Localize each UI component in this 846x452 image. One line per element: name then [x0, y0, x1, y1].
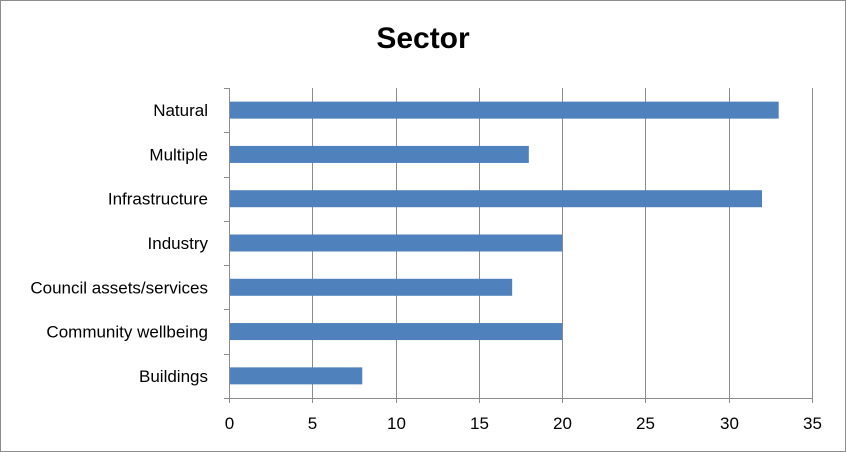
- x-tick-label-6: 30: [720, 414, 739, 433]
- category-label-1: Multiple: [149, 145, 208, 164]
- category-label-4: Council assets/services: [30, 278, 208, 297]
- category-label-3: Industry: [148, 234, 209, 253]
- x-tick-label-0: 0: [225, 414, 234, 433]
- x-tick-label-3: 15: [470, 414, 489, 433]
- bar-5: [230, 323, 563, 341]
- category-label-5: Community wellbeing: [46, 323, 208, 342]
- x-tick-label-7: 35: [803, 414, 822, 433]
- x-tick-label-5: 25: [636, 414, 655, 433]
- category-label-6: Buildings: [139, 367, 208, 386]
- bar-0: [230, 101, 779, 119]
- category-label-0: Natural: [153, 101, 208, 120]
- bar-6: [230, 367, 363, 385]
- category-label-2: Infrastructure: [108, 190, 208, 209]
- bar-3: [230, 234, 563, 252]
- x-tick-label-2: 10: [387, 414, 406, 433]
- x-tick-label-4: 20: [553, 414, 572, 433]
- bar-2: [230, 190, 763, 208]
- x-tick-label-1: 5: [308, 414, 317, 433]
- bar-1: [230, 145, 529, 163]
- bar-4: [230, 278, 513, 296]
- chart-title: Sector: [376, 22, 470, 55]
